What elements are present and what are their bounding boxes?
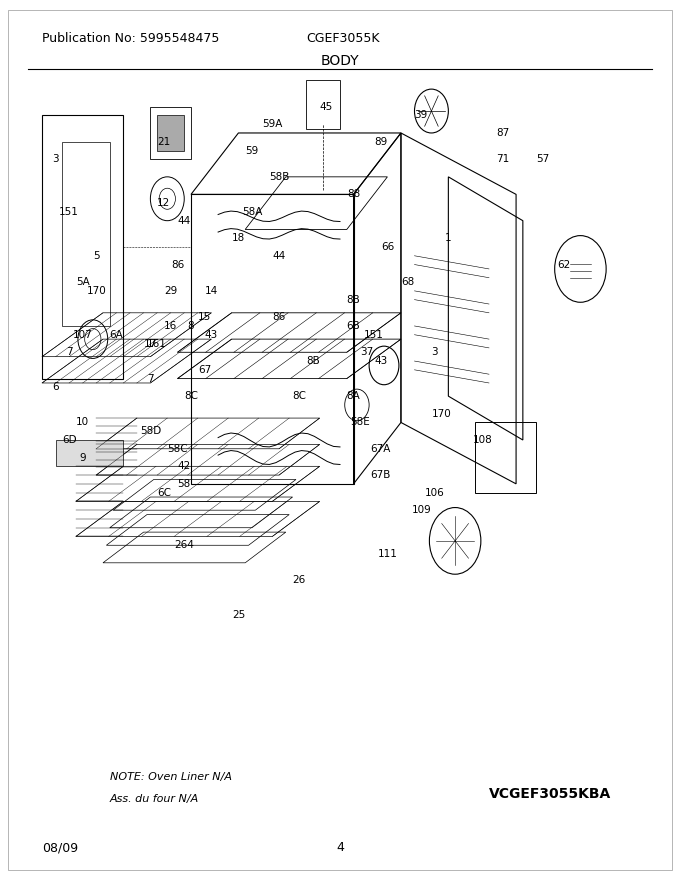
Text: 67: 67 bbox=[198, 365, 211, 375]
Text: 161: 161 bbox=[147, 339, 167, 348]
Text: 44: 44 bbox=[177, 216, 191, 225]
Text: 58A: 58A bbox=[242, 207, 262, 217]
Text: 08/09: 08/09 bbox=[42, 841, 78, 854]
Text: 66: 66 bbox=[381, 242, 394, 252]
Text: 3: 3 bbox=[432, 348, 438, 357]
Polygon shape bbox=[157, 115, 184, 150]
Text: 59: 59 bbox=[245, 145, 258, 156]
Text: 44: 44 bbox=[273, 251, 286, 260]
Text: 58D: 58D bbox=[140, 426, 161, 436]
Text: 109: 109 bbox=[411, 505, 431, 515]
Text: 6D: 6D bbox=[62, 435, 76, 445]
Text: 57: 57 bbox=[537, 154, 550, 165]
Text: 42: 42 bbox=[177, 461, 191, 472]
Text: 21: 21 bbox=[157, 136, 171, 147]
Text: 37: 37 bbox=[360, 348, 374, 357]
Text: BODY: BODY bbox=[321, 54, 359, 68]
Text: 29: 29 bbox=[164, 286, 177, 296]
Text: 43: 43 bbox=[205, 330, 218, 340]
Text: 89: 89 bbox=[374, 136, 387, 147]
Text: 86: 86 bbox=[171, 260, 184, 269]
Text: 1: 1 bbox=[445, 233, 452, 243]
Text: 108: 108 bbox=[473, 435, 492, 445]
Text: 106: 106 bbox=[425, 488, 445, 497]
Text: 17: 17 bbox=[143, 339, 157, 348]
Text: 25: 25 bbox=[232, 611, 245, 620]
Text: 39: 39 bbox=[415, 110, 428, 121]
Text: 16: 16 bbox=[164, 321, 177, 331]
Text: 170: 170 bbox=[86, 286, 106, 296]
Text: 67A: 67A bbox=[371, 444, 391, 454]
Text: 8B: 8B bbox=[347, 295, 360, 304]
Text: CGEF3055K: CGEF3055K bbox=[306, 32, 379, 45]
Text: 58B: 58B bbox=[269, 172, 289, 182]
Text: 10: 10 bbox=[76, 417, 89, 428]
Text: 59A: 59A bbox=[262, 119, 282, 129]
Text: 14: 14 bbox=[205, 286, 218, 296]
Text: 68: 68 bbox=[401, 277, 414, 287]
Text: 8: 8 bbox=[188, 321, 194, 331]
Text: 6: 6 bbox=[52, 383, 59, 392]
Text: 111: 111 bbox=[377, 549, 397, 559]
Text: 6C: 6C bbox=[157, 488, 171, 497]
Text: 58C: 58C bbox=[167, 444, 188, 454]
Text: 45: 45 bbox=[320, 102, 333, 112]
Text: 87: 87 bbox=[496, 128, 509, 138]
Text: 67B: 67B bbox=[371, 470, 391, 480]
Text: 71: 71 bbox=[496, 154, 509, 165]
Text: 7: 7 bbox=[147, 374, 154, 384]
Text: 264: 264 bbox=[174, 540, 194, 550]
Text: 4: 4 bbox=[336, 841, 344, 854]
Text: 8A: 8A bbox=[347, 391, 360, 401]
Text: 88: 88 bbox=[347, 189, 360, 200]
Text: NOTE: Oven Liner N/A: NOTE: Oven Liner N/A bbox=[109, 772, 232, 782]
Text: 151: 151 bbox=[59, 207, 79, 217]
Text: 151: 151 bbox=[364, 330, 384, 340]
Text: Ass. du four N/A: Ass. du four N/A bbox=[109, 794, 199, 804]
Polygon shape bbox=[56, 440, 123, 466]
Text: VCGEF3055KBA: VCGEF3055KBA bbox=[489, 788, 611, 802]
Text: Publication No: 5995548475: Publication No: 5995548475 bbox=[42, 32, 220, 45]
Text: 7: 7 bbox=[66, 348, 73, 357]
Text: 26: 26 bbox=[293, 576, 306, 585]
Text: 5A: 5A bbox=[75, 277, 90, 287]
Text: 62: 62 bbox=[557, 260, 570, 269]
Text: 5: 5 bbox=[93, 251, 99, 260]
Text: 107: 107 bbox=[73, 330, 92, 340]
Text: 15: 15 bbox=[198, 312, 211, 322]
Text: 9: 9 bbox=[80, 452, 86, 463]
Text: 6A: 6A bbox=[109, 330, 123, 340]
Text: 18: 18 bbox=[232, 233, 245, 243]
Text: 8B: 8B bbox=[306, 356, 320, 366]
Text: 8C: 8C bbox=[184, 391, 198, 401]
Text: 8C: 8C bbox=[292, 391, 307, 401]
Text: 12: 12 bbox=[157, 198, 171, 209]
Text: 6B: 6B bbox=[347, 321, 360, 331]
Text: 86: 86 bbox=[273, 312, 286, 322]
Text: 170: 170 bbox=[432, 408, 452, 419]
Text: 58: 58 bbox=[177, 479, 191, 489]
Text: 3: 3 bbox=[52, 154, 59, 165]
Text: 58E: 58E bbox=[350, 417, 370, 428]
Text: 43: 43 bbox=[374, 356, 387, 366]
